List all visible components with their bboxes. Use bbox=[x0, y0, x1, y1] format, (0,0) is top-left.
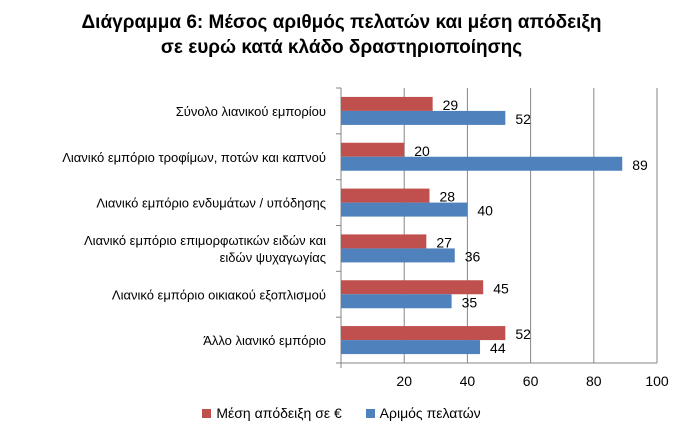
category-label-0: Σύνολο λιανικού εμπορίου bbox=[176, 104, 326, 119]
x-tick-label-5: 100 bbox=[645, 373, 669, 389]
chart-title-line-2: σε ευρώ κατά κλάδο δραστηριοποίησης bbox=[160, 37, 523, 58]
data-label-s1-c3: 36 bbox=[465, 248, 481, 264]
category-label-3-line-1: ειδών ψυχαγωγίας bbox=[220, 250, 326, 265]
data-label-s1-c2: 40 bbox=[477, 203, 493, 219]
bar-s0-c4 bbox=[341, 280, 484, 295]
data-label-s1-c4: 35 bbox=[462, 294, 478, 310]
bar-s1-c2 bbox=[341, 202, 468, 217]
category-label-1: Λιανικό εμπόριο τροφίμων, ποτών και καπν… bbox=[62, 150, 326, 165]
legend-label-customers: Αριμός πελατών bbox=[379, 405, 481, 421]
data-label-s0-c0: 29 bbox=[443, 97, 459, 113]
bar-s0-c1 bbox=[341, 142, 405, 157]
legend-item-receipt: Μέση απόδειξη σε € bbox=[202, 405, 342, 421]
chart-title-line-1: Διάγραμμα 6: Μέσος αριθμός πελατών και μ… bbox=[81, 12, 602, 33]
data-label-s0-c3: 27 bbox=[436, 234, 452, 250]
legend-swatch-receipt bbox=[202, 409, 212, 418]
x-tick-label-1: 20 bbox=[396, 373, 412, 389]
x-tick-label-2: 40 bbox=[460, 373, 476, 389]
data-label-s0-c5: 52 bbox=[515, 326, 531, 342]
category-label-3-line-0: Λιανικό εμπόριο επιμορφωτικών ειδών και bbox=[84, 233, 326, 248]
bar-s0-c5 bbox=[341, 326, 506, 341]
data-label-s1-c0: 52 bbox=[515, 111, 531, 127]
data-label-s0-c2: 28 bbox=[439, 189, 455, 205]
bar-s0-c2 bbox=[341, 188, 430, 203]
data-label-s0-c4: 45 bbox=[493, 280, 509, 296]
category-label-2: Λιανικό εμπόριο ενδυμάτων / υπόδησης bbox=[96, 196, 326, 211]
legend-swatch-customers bbox=[365, 409, 375, 418]
bar-s1-c5 bbox=[341, 340, 481, 355]
data-label-s1-c1: 89 bbox=[632, 157, 648, 173]
bar-s0-c3 bbox=[341, 234, 427, 249]
bar-s1-c1 bbox=[341, 156, 623, 171]
chart-title: Διάγραμμα 6: Μέσος αριθμός πελατών και μ… bbox=[0, 10, 683, 60]
data-label-s1-c5: 44 bbox=[490, 340, 506, 356]
legend-item-customers: Αριμός πελατών bbox=[365, 405, 481, 421]
legend: Μέση απόδειξη σε € Αριμός πελατών bbox=[0, 405, 683, 421]
legend-label-receipt: Μέση απόδειξη σε € bbox=[216, 405, 342, 421]
bar-s1-c0 bbox=[341, 110, 506, 125]
x-tick-label-3: 60 bbox=[523, 373, 539, 389]
x-tick-label-4: 80 bbox=[586, 373, 602, 389]
category-label-5: Άλλο λιανικό εμπόριο bbox=[203, 333, 326, 348]
bar-s0-c0 bbox=[341, 96, 433, 111]
category-label-4: Λιανικό εμπόριο οικιακού εξοπλισμού bbox=[112, 287, 326, 302]
bar-s1-c4 bbox=[341, 294, 452, 309]
bar-s1-c3 bbox=[341, 248, 455, 263]
data-label-s0-c1: 20 bbox=[414, 143, 430, 159]
